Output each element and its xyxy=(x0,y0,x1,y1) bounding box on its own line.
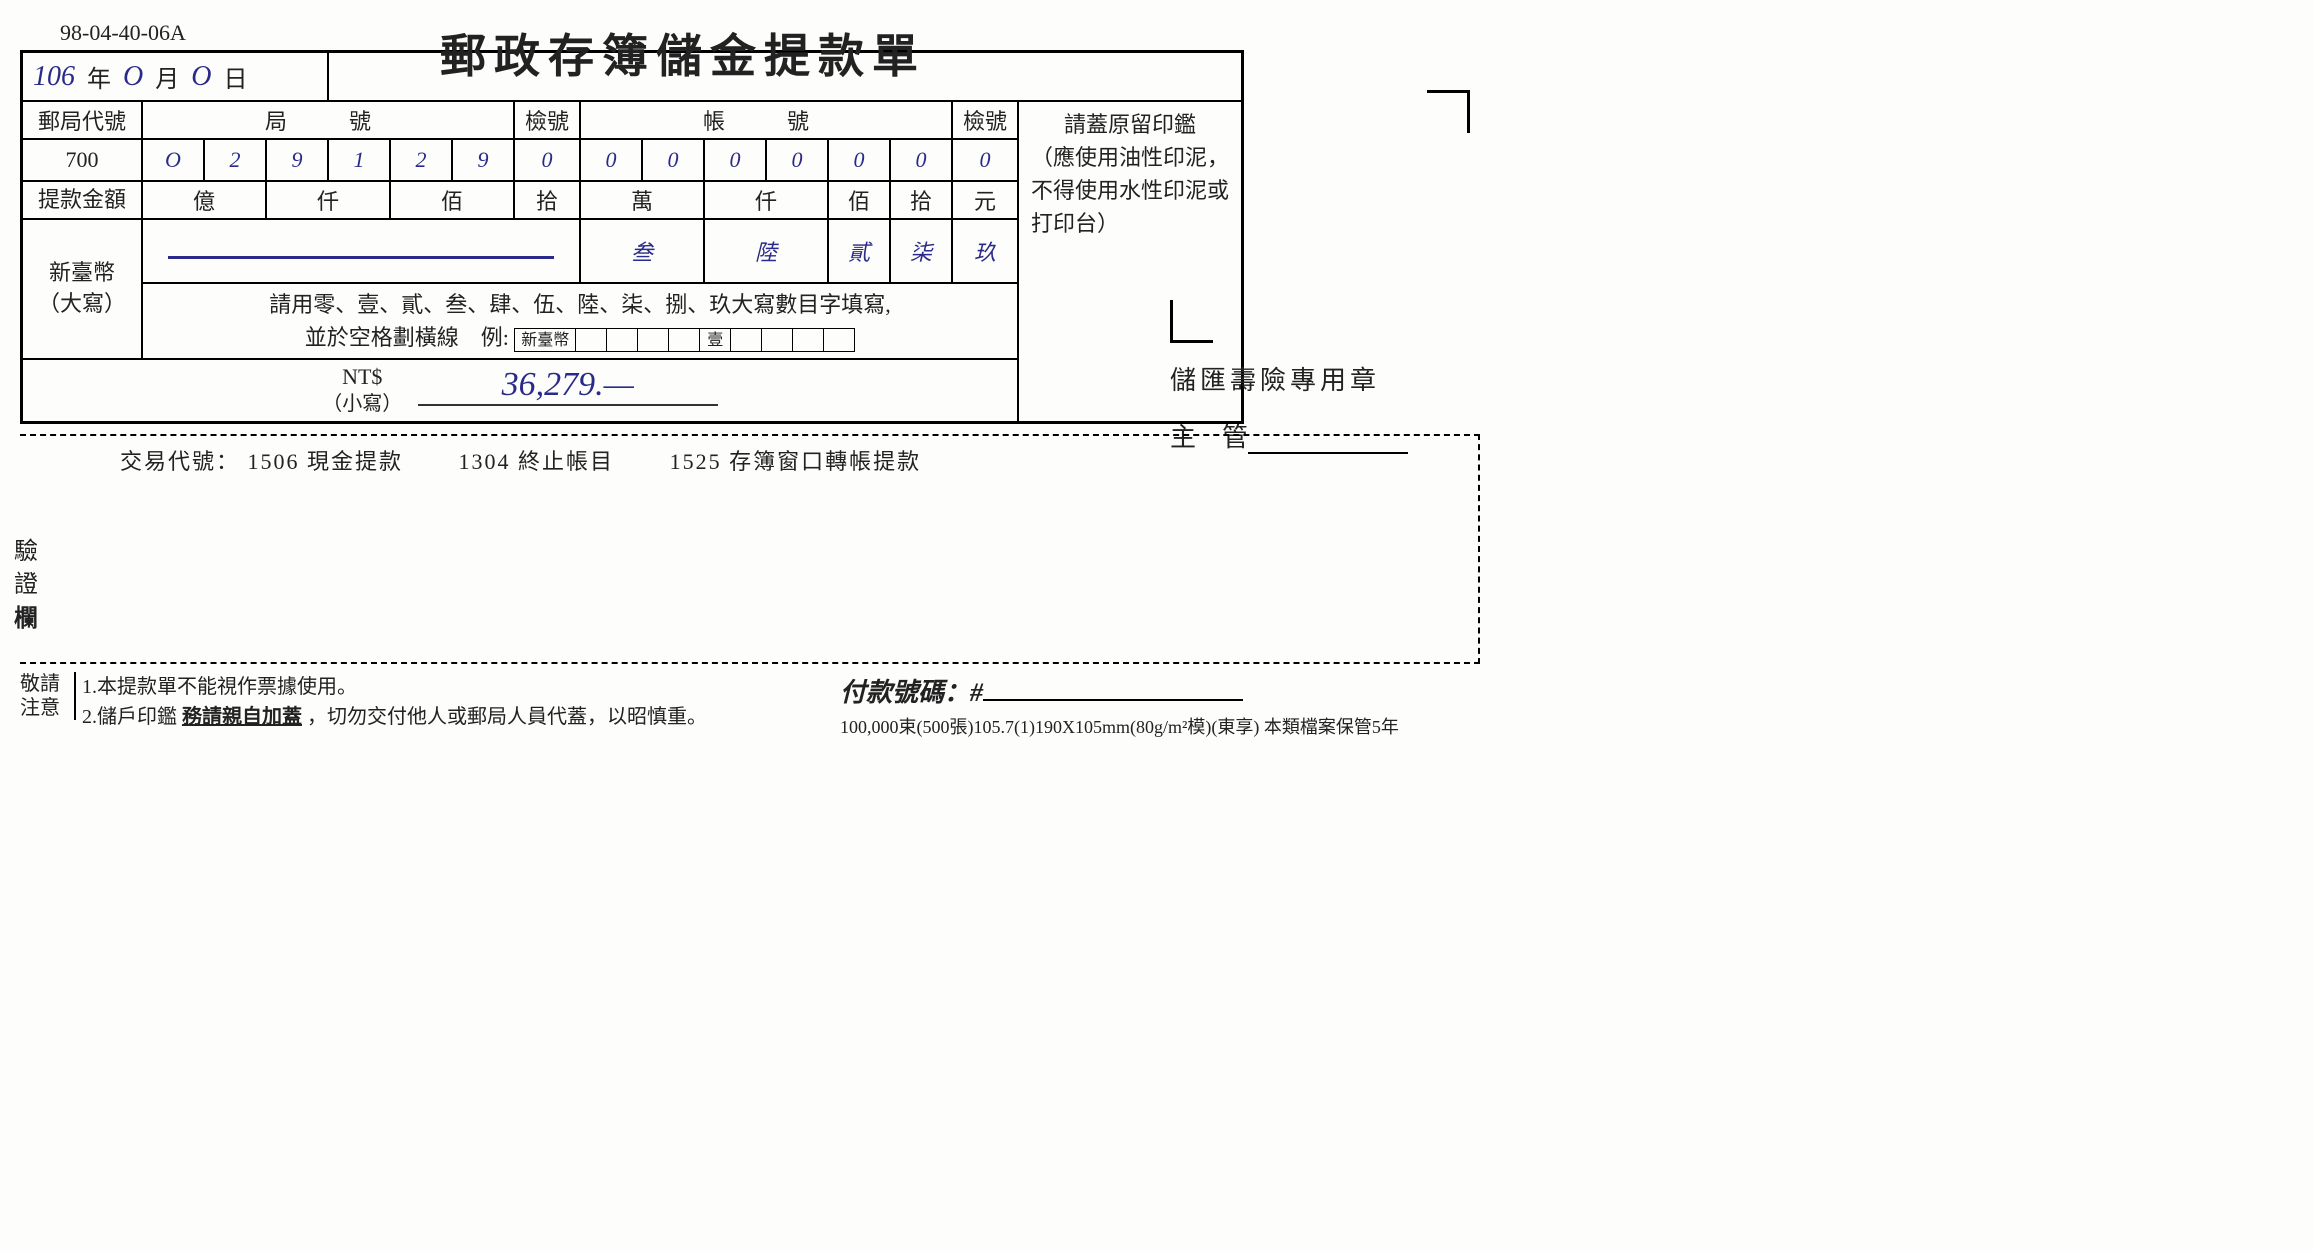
footer-notes: 1.本提款單不能視作票據使用。 2.儲戶印鑑 務請親自加蓋 ，切勿交付他人或郵局… xyxy=(82,672,840,732)
check2-label: 檢號 xyxy=(952,101,1018,139)
currency-big-label: 新臺幣 （大寫） xyxy=(22,219,143,359)
tx-codes: 交易代號： 1506 現金提款 1304 終止帳目 1525 存簿窗口轉帳提款 xyxy=(120,444,1474,476)
branch-d5[interactable]: 9 xyxy=(452,139,514,181)
bigchar-8[interactable]: 玖 xyxy=(952,219,1018,283)
check1-label: 檢號 xyxy=(514,101,580,139)
acct-d2[interactable]: 0 xyxy=(704,139,766,181)
main-table: 106 年 O 月 O 日 郵局代號 局 號 檢號 帳 號 檢號 請蓋 xyxy=(20,50,1244,424)
acct-d1[interactable]: 0 xyxy=(642,139,704,181)
acct-d4[interactable]: 0 xyxy=(828,139,890,181)
verification-box: 交易代號： 1506 現金提款 1304 終止帳目 1525 存簿窗口轉帳提款 … xyxy=(20,434,1480,664)
bigchar-5[interactable]: 陸 xyxy=(704,219,828,283)
month-value[interactable]: O xyxy=(117,55,149,98)
form-title: 郵政存簿儲金提款單 xyxy=(440,20,926,86)
footer: 敬請注意 1.本提款單不能視作票據使用。 2.儲戶印鑑 務請親自加蓋 ，切勿交付… xyxy=(20,672,1480,739)
unit-yi: 億 xyxy=(142,181,266,219)
unit-wan: 萬 xyxy=(580,181,704,219)
nts-value[interactable]: 36,279.— xyxy=(418,366,718,406)
unit-shi2: 拾 xyxy=(890,181,952,219)
corner-bot xyxy=(1170,300,1213,343)
postcode-label: 郵局代號 xyxy=(22,101,143,139)
account-label: 帳 號 xyxy=(580,101,952,139)
stamp-label: 儲匯壽險專用章 xyxy=(1170,360,1470,397)
unit-qian: 仟 xyxy=(266,181,390,219)
footer-right: 付款號碼：# 100,000束(500張)105.7(1)190X105mm(8… xyxy=(840,672,1480,739)
acct-d0[interactable]: 0 xyxy=(580,139,642,181)
bigchar-7[interactable]: 柒 xyxy=(890,219,952,283)
check1-value[interactable]: 0 xyxy=(514,139,580,181)
branch-d2[interactable]: 9 xyxy=(266,139,328,181)
date-row: 106 年 O 月 O 日 xyxy=(27,55,253,98)
year-label: 年 xyxy=(81,55,117,98)
bigchar-4[interactable]: 叁 xyxy=(580,219,704,283)
footer-left-label: 敬請注意 xyxy=(20,672,76,720)
acct-d5[interactable]: 0 xyxy=(890,139,952,181)
nts-row: NT$ （小寫） 36,279.— xyxy=(22,359,1019,422)
corner-top xyxy=(1427,90,1470,133)
header-row: 郵局代號 局 號 檢號 帳 號 檢號 請蓋原留印鑑 （應使用油性印泥，不得使用水… xyxy=(22,101,1243,139)
branch-d3[interactable]: 1 xyxy=(328,139,390,181)
unit-yuan: 元 xyxy=(952,181,1018,219)
bigchar-dash[interactable] xyxy=(142,219,580,283)
right-column: 儲匯壽險專用章 主 管 xyxy=(1170,60,1470,454)
branch-d1[interactable]: 2 xyxy=(204,139,266,181)
day-label: 日 xyxy=(217,55,253,98)
month-label: 月 xyxy=(149,55,185,98)
branch-d4[interactable]: 2 xyxy=(390,139,452,181)
unit-qian2: 仟 xyxy=(704,181,828,219)
unit-bai2: 佰 xyxy=(828,181,890,219)
pay-number: 付款號碼：# xyxy=(840,672,1480,709)
check2-value[interactable]: 0 xyxy=(952,139,1018,181)
acct-d3[interactable]: 0 xyxy=(766,139,828,181)
example-boxes: 新臺幣 壹 xyxy=(514,328,855,352)
print-spec: 100,000束(500張)105.7(1)190X105mm(80g/m²模)… xyxy=(840,713,1480,739)
postcode-value: 700 xyxy=(22,139,143,181)
day-value[interactable]: O xyxy=(185,55,217,98)
unit-shi: 拾 xyxy=(514,181,580,219)
branch-d0[interactable]: O xyxy=(142,139,204,181)
amount-label: 提款金額 xyxy=(22,181,143,219)
branch-label: 局 號 xyxy=(142,101,514,139)
instruction: 請用零、壹、貳、叁、肆、伍、陸、柒、捌、玖大寫數目字填寫, 並於空格劃橫線 例:… xyxy=(142,283,1018,359)
bigchar-6[interactable]: 貳 xyxy=(828,219,890,283)
unit-bai: 佰 xyxy=(390,181,514,219)
verify-label: 驗 證 欄 xyxy=(12,536,40,637)
year-value[interactable]: 106 xyxy=(27,55,81,98)
